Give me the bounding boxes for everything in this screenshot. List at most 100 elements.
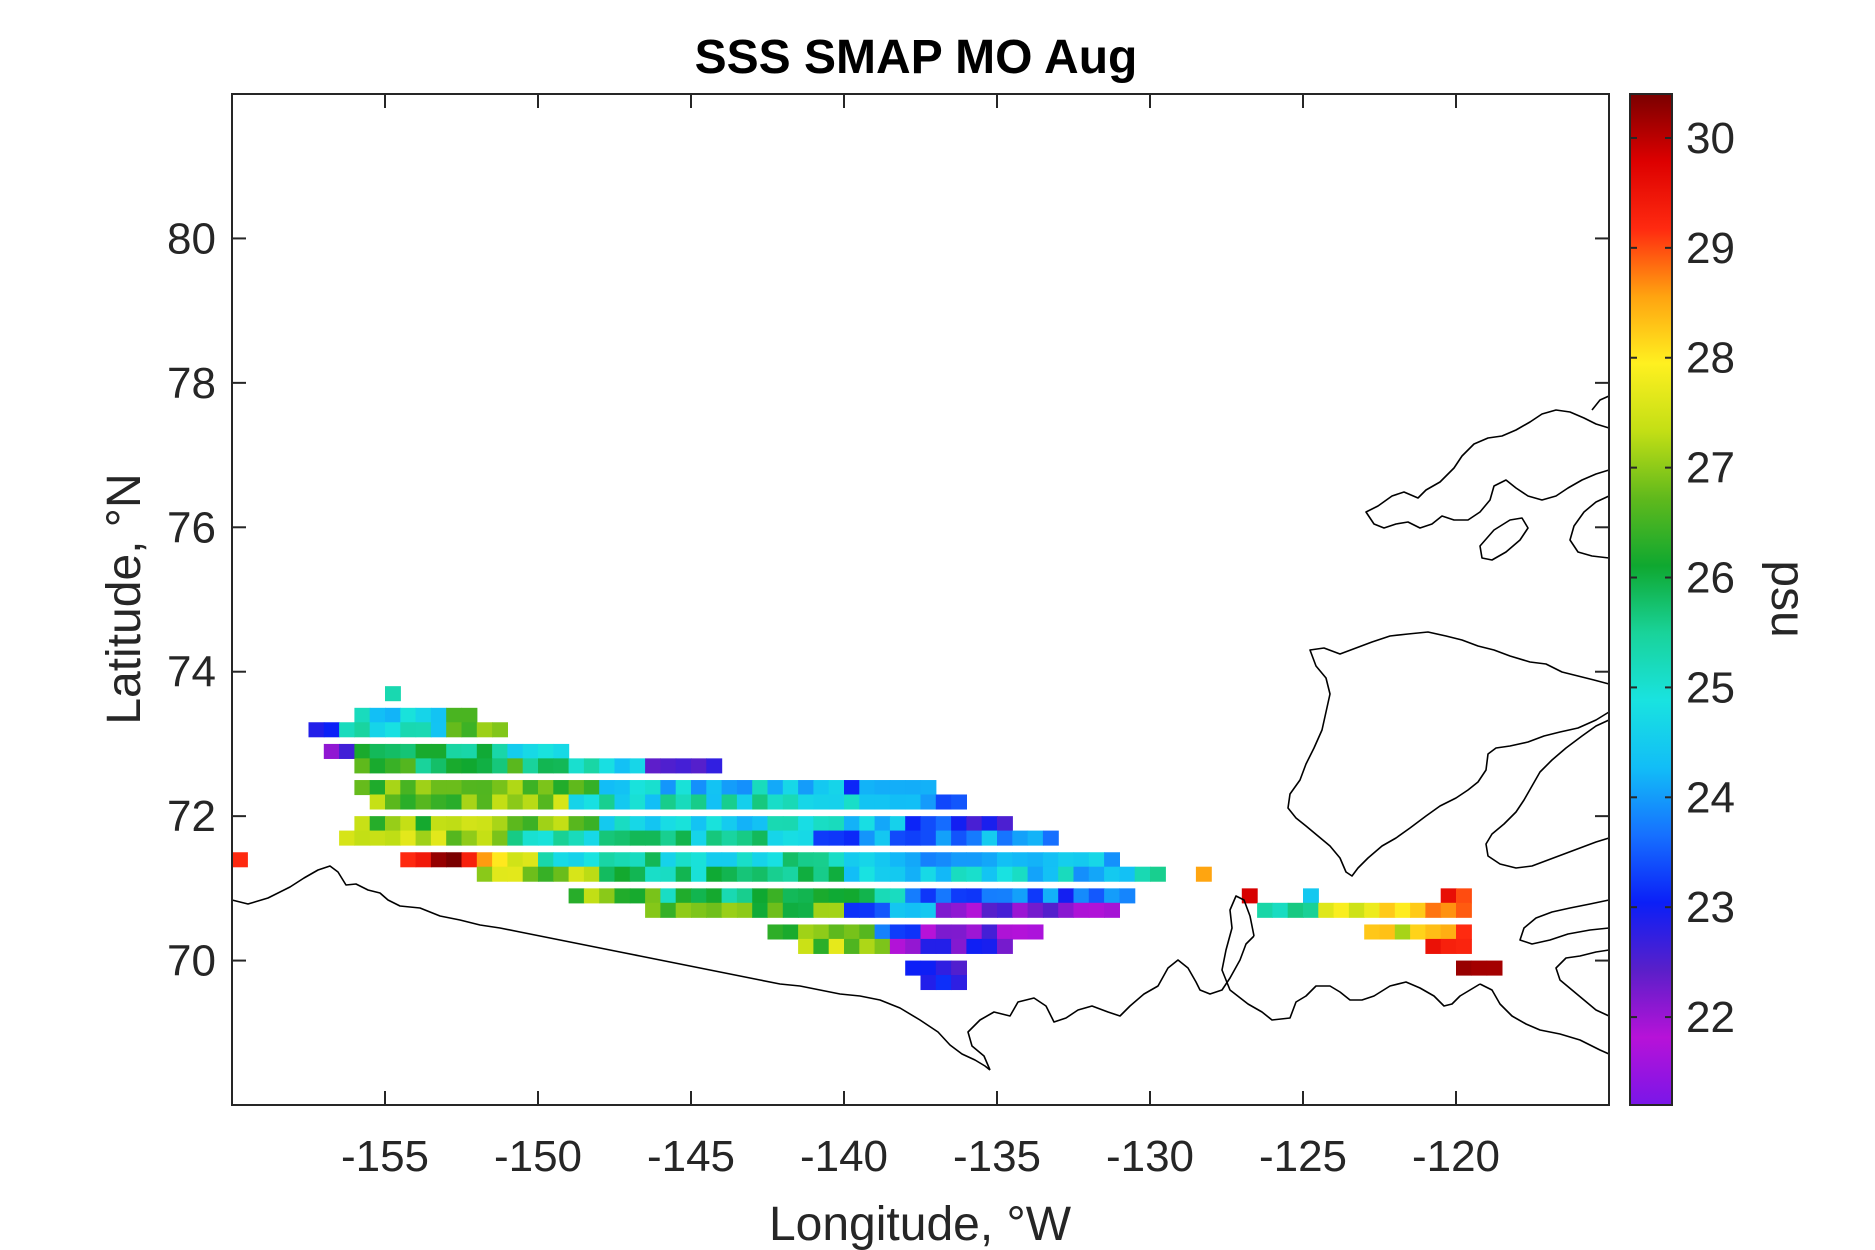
salinity-cell bbox=[430, 722, 447, 738]
salinity-cell bbox=[813, 780, 830, 796]
salinity-cell bbox=[507, 866, 524, 882]
salinity-cell bbox=[645, 902, 661, 918]
salinity-cell bbox=[798, 852, 814, 868]
salinity-cell bbox=[844, 780, 860, 796]
salinity-cell bbox=[736, 830, 753, 846]
salinity-cell bbox=[538, 852, 554, 868]
salinity-cell bbox=[385, 743, 401, 759]
salinity-cell bbox=[1073, 866, 1090, 882]
plot-frame bbox=[231, 93, 1610, 1106]
salinity-cell bbox=[583, 866, 600, 882]
salinity-cell bbox=[920, 960, 937, 976]
salinity-cell bbox=[752, 830, 769, 846]
salinity-cell bbox=[997, 938, 1013, 954]
salinity-cell bbox=[568, 852, 585, 868]
x-tick-label: -125 bbox=[1259, 1132, 1347, 1181]
salinity-cell bbox=[629, 830, 646, 846]
salinity-cell bbox=[553, 794, 570, 810]
salinity-cell bbox=[874, 816, 891, 832]
salinity-cell bbox=[461, 743, 478, 759]
salinity-cell bbox=[706, 816, 723, 832]
salinity-cell bbox=[1257, 902, 1273, 918]
salinity-cell bbox=[385, 758, 401, 774]
salinity-cell bbox=[629, 888, 646, 904]
salinity-cell bbox=[629, 758, 646, 774]
salinity-cell bbox=[981, 830, 998, 846]
salinity-cell bbox=[1027, 924, 1044, 940]
salinity-cell bbox=[828, 924, 845, 940]
salinity-cell bbox=[1456, 938, 1472, 954]
salinity-cell bbox=[430, 852, 447, 868]
salinity-cell bbox=[614, 780, 631, 796]
salinity-cell bbox=[752, 852, 769, 868]
salinity-cell bbox=[599, 758, 616, 774]
salinity-cell bbox=[889, 780, 906, 796]
coastline-victoria-west bbox=[1555, 949, 1610, 1017]
salinity-cell bbox=[935, 888, 952, 904]
salinity-cell bbox=[935, 852, 952, 868]
salinity-cell bbox=[844, 816, 860, 832]
salinity-cell bbox=[997, 852, 1013, 868]
salinity-cell bbox=[935, 902, 952, 918]
salinity-cell bbox=[874, 938, 891, 954]
salinity-cell bbox=[476, 743, 493, 759]
salinity-cell bbox=[966, 852, 983, 868]
salinity-cell bbox=[981, 866, 998, 882]
salinity-cell bbox=[859, 866, 876, 882]
salinity-cell bbox=[492, 758, 508, 774]
salinity-cell bbox=[813, 794, 830, 810]
salinity-cell bbox=[828, 830, 845, 846]
salinity-cell bbox=[660, 816, 677, 832]
salinity-cell bbox=[430, 830, 447, 846]
salinity-cell bbox=[369, 722, 386, 738]
salinity-cell bbox=[935, 866, 952, 882]
salinity-cell bbox=[798, 938, 814, 954]
salinity-cell bbox=[935, 938, 952, 954]
salinity-cell bbox=[385, 722, 401, 738]
salinity-cell bbox=[859, 830, 876, 846]
salinity-cell bbox=[476, 780, 493, 796]
salinity-cell bbox=[354, 816, 371, 832]
salinity-cell bbox=[935, 924, 952, 940]
salinity-cell bbox=[675, 866, 692, 882]
salinity-cell bbox=[507, 816, 524, 832]
salinity-cell bbox=[721, 852, 738, 868]
salinity-cell bbox=[905, 902, 922, 918]
salinity-cell bbox=[415, 743, 432, 759]
salinity-cell bbox=[538, 743, 554, 759]
salinity-cell bbox=[844, 888, 860, 904]
salinity-cell bbox=[476, 758, 493, 774]
salinity-cell bbox=[354, 758, 371, 774]
salinity-cell bbox=[675, 852, 692, 868]
salinity-cell bbox=[859, 816, 876, 832]
salinity-cell bbox=[385, 707, 401, 723]
salinity-cell bbox=[568, 758, 585, 774]
salinity-cell bbox=[981, 938, 998, 954]
salinity-cell bbox=[1042, 830, 1059, 846]
salinity-cell bbox=[813, 924, 830, 940]
salinity-cell bbox=[660, 780, 677, 796]
salinity-cell bbox=[614, 758, 631, 774]
salinity-cell bbox=[951, 794, 967, 810]
salinity-cell bbox=[430, 794, 447, 810]
salinity-cell bbox=[997, 888, 1013, 904]
salinity-cell bbox=[1195, 866, 1212, 882]
salinity-cell bbox=[645, 816, 661, 832]
coastline-victoria-south bbox=[1519, 899, 1610, 945]
salinity-cell bbox=[629, 816, 646, 832]
salinity-cell bbox=[1104, 852, 1120, 868]
salinity-cell bbox=[981, 924, 998, 940]
salinity-cell bbox=[446, 852, 463, 868]
salinity-cell bbox=[1073, 888, 1090, 904]
salinity-cell bbox=[859, 924, 876, 940]
salinity-cell bbox=[660, 902, 677, 918]
salinity-cell bbox=[1303, 902, 1319, 918]
salinity-cell bbox=[1012, 924, 1029, 940]
salinity-cell bbox=[798, 866, 814, 882]
salinity-cell bbox=[583, 780, 600, 796]
salinity-cell bbox=[323, 722, 340, 738]
salinity-cell bbox=[782, 780, 799, 796]
salinity-cell bbox=[476, 722, 493, 738]
salinity-cell bbox=[415, 816, 432, 832]
salinity-cell bbox=[813, 830, 830, 846]
